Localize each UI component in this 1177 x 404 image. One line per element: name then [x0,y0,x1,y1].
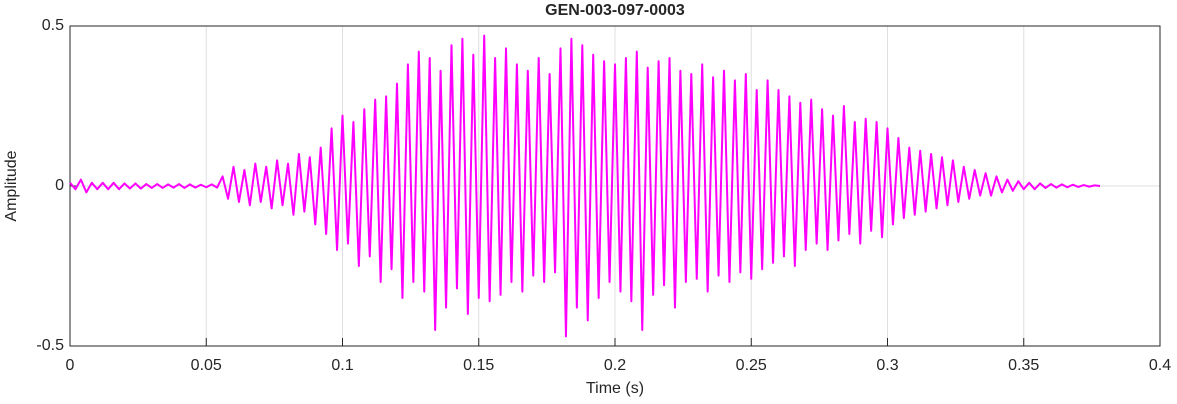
x-tick-label: 0.35 [1008,357,1039,374]
x-tick-label: 0.15 [463,357,494,374]
x-tick-label: 0 [66,357,75,374]
x-axis-label: Time (s) [586,380,644,397]
y-axis-label: Amplitude [3,150,20,221]
axes-box [69,25,1161,347]
x-tick-label: 0.3 [876,357,898,374]
x-tick-label: 0.25 [736,357,767,374]
x-tick-label: 0.05 [191,357,222,374]
y-tick-label: -0.5 [36,337,64,354]
x-tick-label: 0.1 [331,357,353,374]
y-tick-label: 0 [55,177,64,194]
y-tick-label: 0.5 [42,17,64,34]
x-tick-label: 0.4 [1149,357,1171,374]
chart-title: GEN-003-097-0003 [545,2,685,19]
x-tick-label: 0.2 [604,357,626,374]
waveform-line [69,34,1101,338]
